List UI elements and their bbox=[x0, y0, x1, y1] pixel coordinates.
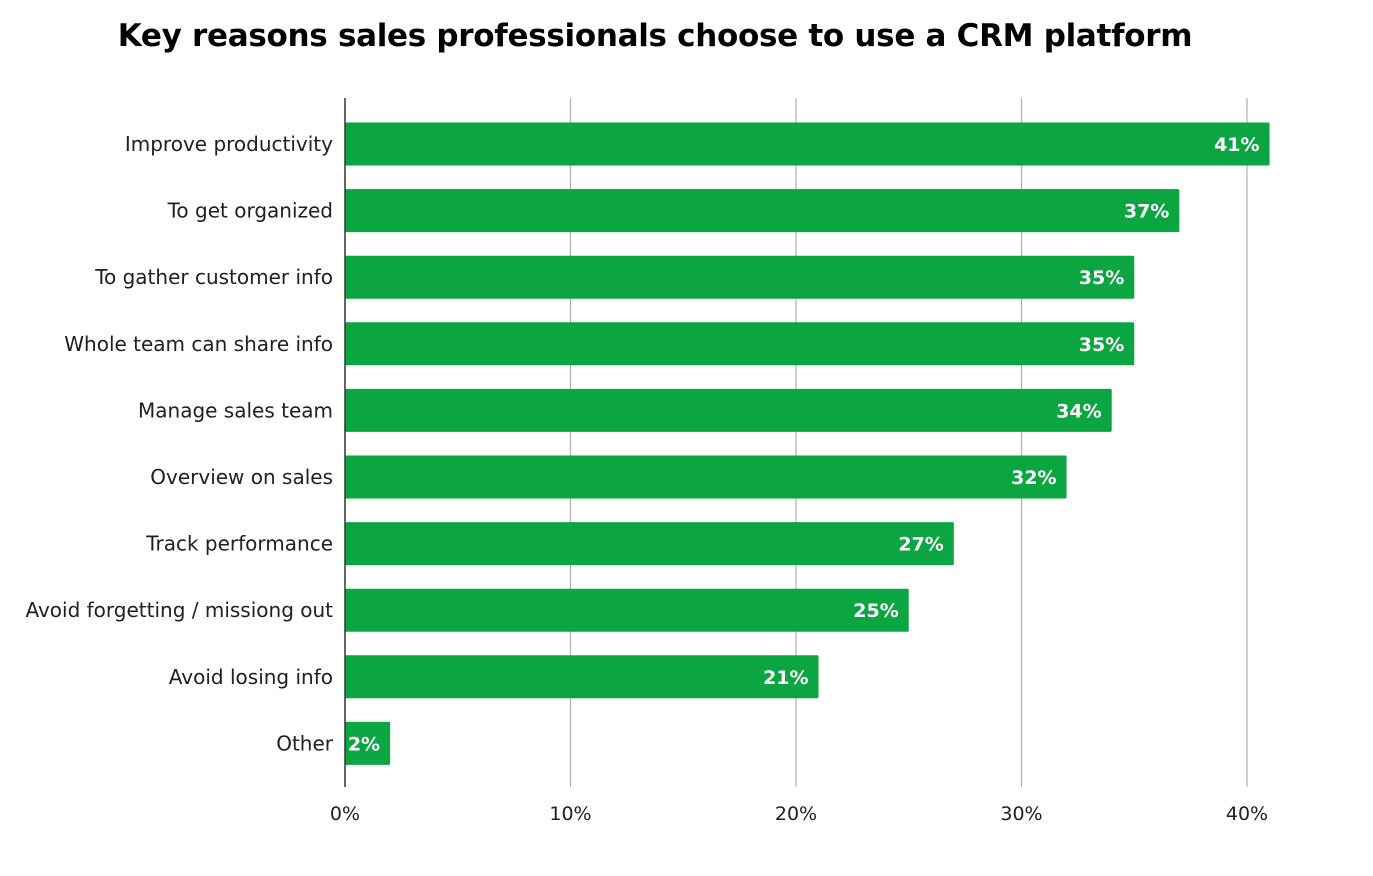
bar bbox=[345, 455, 1067, 499]
x-tick-label: 0% bbox=[330, 803, 360, 825]
category-label: To gather customer info bbox=[94, 265, 333, 289]
data-label: 25% bbox=[853, 600, 898, 622]
data-label: 32% bbox=[1011, 467, 1056, 489]
x-tick-label: 10% bbox=[549, 803, 591, 825]
data-label: 35% bbox=[1079, 267, 1124, 289]
bar bbox=[345, 388, 1112, 432]
x-tick-labels: 0% 10% 20% 30% 40% bbox=[330, 803, 1268, 825]
bar bbox=[345, 322, 1135, 366]
category-label: Track performance bbox=[145, 532, 333, 556]
category-label: To get organized bbox=[167, 199, 333, 223]
category-label: Whole team can share info bbox=[64, 332, 333, 356]
data-label: 37% bbox=[1124, 201, 1169, 223]
bar bbox=[345, 588, 909, 632]
bar bbox=[345, 189, 1180, 233]
bar bbox=[345, 122, 1270, 166]
x-tick-label: 20% bbox=[775, 803, 817, 825]
data-label: 2% bbox=[348, 733, 380, 755]
category-label: Overview on sales bbox=[150, 465, 333, 489]
bar bbox=[345, 655, 819, 699]
category-label: Manage sales team bbox=[138, 398, 333, 422]
category-label: Avoid forgetting / missiong out bbox=[25, 598, 333, 622]
category-label: Improve productivity bbox=[125, 132, 333, 156]
bar bbox=[345, 721, 391, 765]
category-labels: Improve productivity To get organized To g… bbox=[25, 132, 333, 755]
bar bbox=[345, 522, 954, 566]
bar bbox=[345, 255, 1135, 299]
data-label: 41% bbox=[1214, 134, 1259, 156]
bars bbox=[345, 122, 1270, 765]
data-label: 21% bbox=[763, 667, 808, 689]
data-label: 27% bbox=[898, 534, 943, 556]
category-label: Other bbox=[276, 731, 334, 755]
data-label: 34% bbox=[1056, 400, 1101, 422]
chart-title: Key reasons sales professionals choose t… bbox=[117, 18, 1193, 54]
x-tick-label: 30% bbox=[1000, 803, 1042, 825]
data-label: 35% bbox=[1079, 334, 1124, 356]
data-labels: 41% 37% 35% 35% 34% 32% 27% 25% 21% 2% bbox=[348, 134, 1260, 755]
category-label: Avoid losing info bbox=[169, 665, 333, 689]
x-tick-label: 40% bbox=[1226, 803, 1268, 825]
